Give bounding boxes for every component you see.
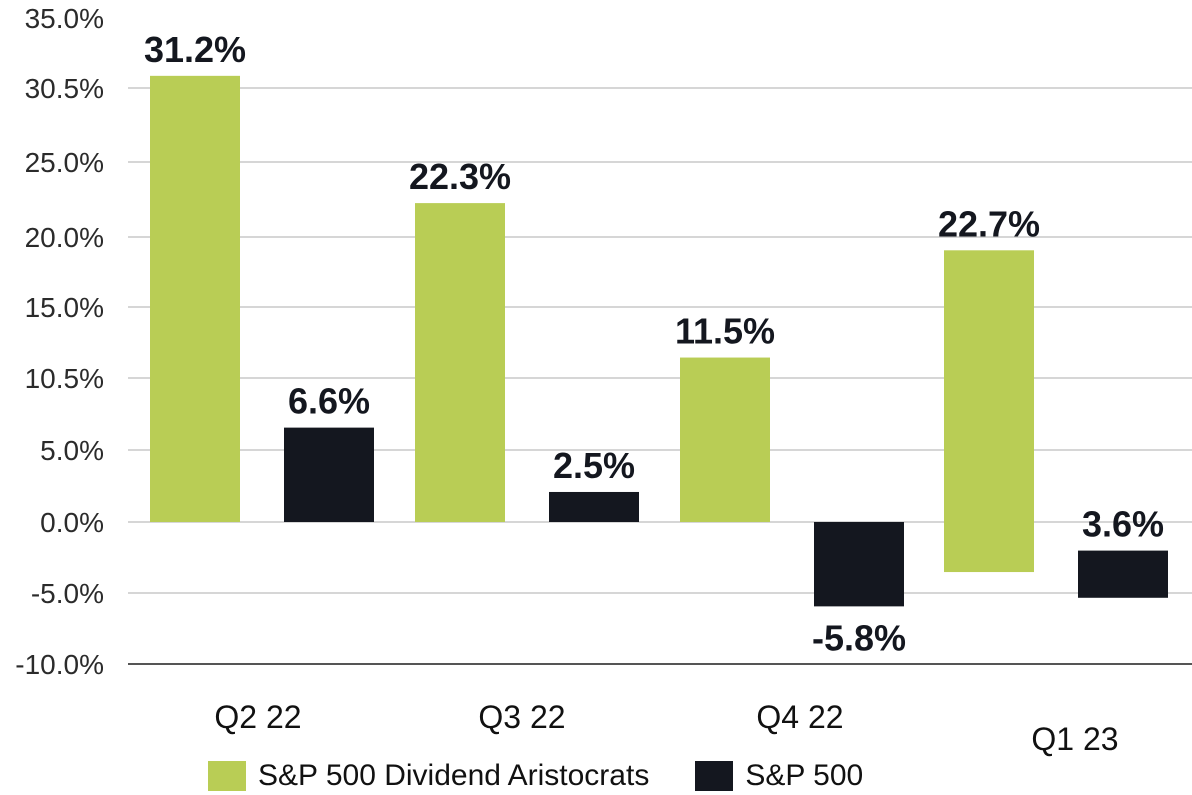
data-label: -5.8% (812, 617, 906, 658)
data-label: 2.5% (553, 445, 635, 486)
bar-aristocrats (150, 75, 240, 522)
bars (150, 75, 1168, 607)
y-tick-label: 20.0% (25, 222, 104, 253)
y-tick-label: 0.0% (40, 507, 104, 538)
x-axis-categories: Q2 22 Q3 22 Q4 22 Q1 23 (214, 699, 1118, 757)
bar-sp500 (549, 491, 639, 522)
bar-chart: 35.0% 30.5% 25.0% 20.0% 15.0% 10.5% 5.0% 0.0% -5… (15, 3, 1192, 757)
legend-swatch-sp500 (695, 761, 734, 791)
legend-label-aristocrats: S&P 500 Dividend Aristocrats (258, 759, 650, 792)
y-axis-ticks: 35.0% 30.5% 25.0% 20.0% 15.0% 10.5% 5.0% 0.0% -5… (15, 3, 104, 680)
y-tick-label: -5.0% (31, 578, 104, 609)
legend-item-sp500: S&P 500 (695, 759, 863, 793)
legend-label-sp500: S&P 500 (745, 759, 864, 792)
legend: S&P 500 Dividend Aristocrats S&P 500 (208, 758, 909, 794)
data-label: 22.7% (938, 203, 1040, 244)
y-tick-label: -10.0% (15, 649, 104, 680)
data-label: 31.2% (144, 29, 246, 70)
data-label: 6.6% (288, 381, 370, 422)
bar-sp500 (1078, 550, 1168, 598)
y-tick-label: 10.5% (25, 363, 104, 394)
x-category-label: Q1 23 (1031, 721, 1118, 757)
bar-aristocrats (944, 250, 1034, 573)
data-label: 3.6% (1082, 504, 1164, 545)
x-category-label: Q3 22 (478, 699, 565, 735)
y-tick-label: 5.0% (40, 435, 104, 466)
bar-sp500 (814, 522, 904, 607)
y-tick-label: 25.0% (25, 147, 104, 178)
y-tick-label: 15.0% (25, 292, 104, 323)
legend-item-aristocrats: S&P 500 Dividend Aristocrats (208, 759, 649, 793)
y-tick-label: 35.0% (25, 3, 104, 34)
legend-swatch-aristocrats (208, 761, 246, 791)
bar-aristocrats (680, 357, 770, 522)
data-label: 11.5% (675, 311, 775, 352)
x-category-label: Q4 22 (756, 699, 843, 735)
x-category-label: Q2 22 (214, 699, 301, 735)
data-label: 22.3% (409, 156, 511, 197)
data-labels: 31.2% 22.3% 11.5% 22.7% 6.6% 2.5% -5.8% 3.6% (144, 29, 1164, 659)
y-tick-label: 30.5% (25, 73, 104, 104)
bar-sp500 (284, 427, 374, 522)
bar-aristocrats (415, 203, 505, 523)
